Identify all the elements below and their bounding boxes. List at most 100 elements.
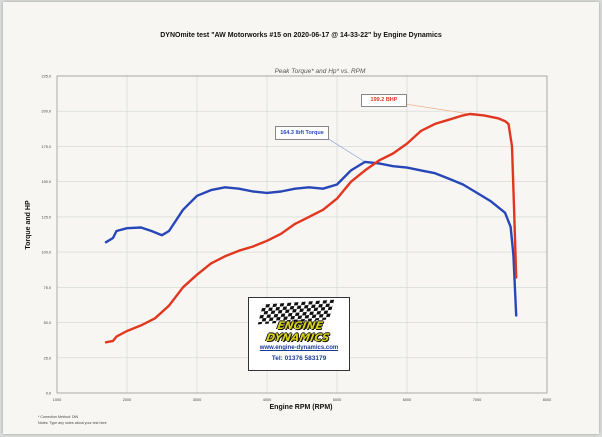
- power-curve: [104, 112, 518, 344]
- torque-point: [168, 230, 170, 232]
- power-point: [105, 341, 107, 344]
- power-point: [266, 239, 268, 242]
- power-callout-leader: [404, 103, 471, 115]
- torque-point: [336, 183, 338, 186]
- torque-point: [462, 183, 464, 186]
- torque-callout-leader: [326, 137, 366, 163]
- torque-point: [294, 187, 296, 190]
- x-tick-label: 5000: [333, 398, 341, 402]
- x-tick-label: 8000: [543, 398, 551, 402]
- power-point: [336, 197, 338, 200]
- page-title: DYNOmite test "AW Motorworks #15 on 2020…: [160, 32, 442, 39]
- website-link[interactable]: www.engine-dynamics.com: [259, 345, 339, 351]
- torque-point: [112, 237, 114, 239]
- power-point: [280, 232, 282, 235]
- power-point: [126, 330, 128, 332]
- torque-point: [150, 230, 153, 232]
- power-point: [406, 142, 408, 145]
- torque-point: [322, 187, 324, 190]
- x-tick-label: 4000: [263, 398, 271, 402]
- y-tick-label: 150.0: [41, 180, 51, 184]
- callout-leaders: [326, 103, 471, 163]
- y-tick-label: 100.0: [41, 251, 51, 255]
- series: [104, 112, 518, 344]
- x-tick-label: 1000: [53, 398, 61, 402]
- logo-wordmark: ENGINE DYNAMICS: [265, 320, 331, 344]
- torque-point: [308, 186, 310, 189]
- torque-point: [504, 211, 506, 214]
- power-point: [294, 223, 296, 225]
- footnote-correction: * Correction Method: DIN: [38, 415, 79, 419]
- power-point: [469, 113, 471, 115]
- torque-point: [420, 169, 422, 172]
- power-point: [378, 159, 380, 162]
- torque-point: [224, 186, 226, 189]
- phone-number: Tel: 01376 583179: [271, 355, 327, 362]
- y-tick-label: 75.0: [44, 286, 51, 290]
- power-point: [434, 123, 436, 125]
- footnote-notes: Notes: Type any notes about your test he…: [38, 421, 107, 425]
- power-point: [140, 324, 142, 327]
- torque-point: [490, 200, 492, 203]
- power-point: [420, 130, 422, 132]
- power-point: [322, 208, 324, 211]
- torque-point: [350, 169, 352, 172]
- power-point: [154, 317, 156, 320]
- torque-point: [105, 241, 107, 244]
- torque-point: [182, 208, 184, 211]
- power-point: [196, 273, 198, 276]
- torque-point: [252, 190, 254, 193]
- torque-point: [210, 189, 212, 192]
- torque-point: [196, 194, 198, 197]
- x-tick-label: 7000: [473, 398, 481, 402]
- torque-point: [512, 254, 515, 256]
- power-point: [238, 249, 240, 252]
- tick-labels: 0.0 25.0 50.0 75.0 100.0 125.0 150.0 175.0 200.0…: [41, 75, 551, 403]
- power-point: [252, 245, 254, 248]
- torque-point: [280, 190, 282, 193]
- power-point: [513, 208, 515, 211]
- y-tick-label: 0.0: [46, 392, 51, 396]
- power-point: [224, 255, 226, 258]
- torque-point: [115, 230, 118, 232]
- y-tick-label: 25.0: [44, 356, 51, 360]
- y-tick-label: 225.0: [41, 75, 51, 79]
- power-point: [308, 215, 310, 218]
- power-point: [182, 286, 184, 289]
- torque-point: [161, 234, 163, 237]
- power-point: [210, 262, 212, 265]
- y-tick-label: 125.0: [41, 215, 51, 219]
- y-tick-label: 175.0: [41, 145, 51, 149]
- plot-frame: [56, 75, 548, 394]
- torque-point: [126, 227, 128, 230]
- power-point: [511, 145, 513, 148]
- y-tick-label: 50.0: [44, 321, 51, 325]
- engine-dynamics-logo: ENGINE DYNAMICS www.engine-dynamics.com …: [248, 297, 350, 371]
- torque-point: [266, 192, 268, 194]
- power-point: [483, 114, 485, 117]
- torque-point: [476, 192, 478, 194]
- torque-point: [434, 172, 436, 175]
- torque-point: [448, 177, 450, 180]
- torque-point: [238, 187, 240, 190]
- power-point: [504, 120, 506, 122]
- power-point: [115, 335, 118, 338]
- torque-point: [392, 165, 394, 168]
- torque-point: [406, 166, 408, 169]
- torque-point: [509, 225, 512, 228]
- torque-curve: [104, 160, 518, 317]
- power-point: [497, 117, 499, 120]
- torque-point: [364, 161, 366, 163]
- power-point: [350, 180, 352, 183]
- peak-power-callout: 199.2 BHP: [361, 94, 407, 107]
- chart-subtitle: Peak Torque* and Hp* vs. RPM: [274, 68, 366, 75]
- y-tick-label: 200.0: [41, 110, 51, 114]
- x-tick-label: 3000: [193, 398, 201, 402]
- power-point: [392, 152, 394, 155]
- power-point: [507, 123, 510, 125]
- torque-point: [378, 162, 380, 165]
- x-axis-label: Engine RPM (RPM): [269, 404, 333, 411]
- power-point: [112, 339, 114, 342]
- x-tick-label: 2000: [123, 398, 131, 402]
